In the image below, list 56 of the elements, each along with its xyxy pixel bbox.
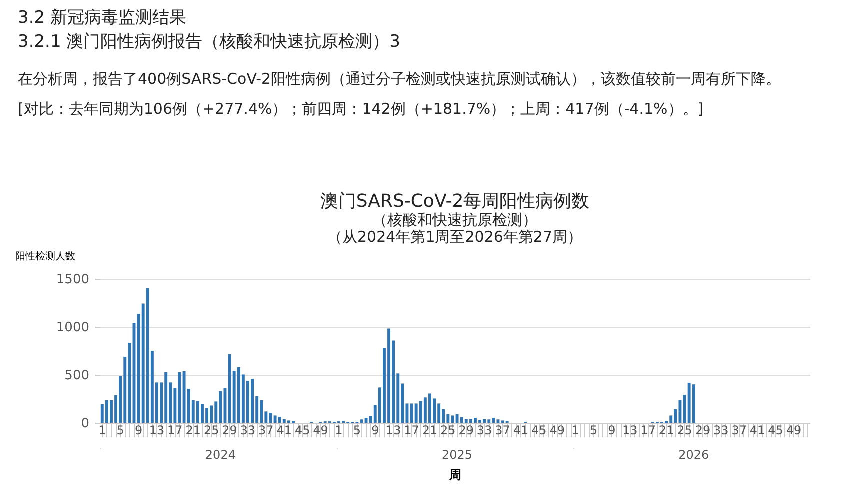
x-tick-label: 21 — [422, 424, 438, 438]
x-tick-label: 33 — [714, 424, 729, 438]
text: 2025 — [442, 448, 473, 462]
bar — [692, 384, 696, 423]
x-tick-label: 25 — [677, 424, 692, 438]
x-tick-label: 29 — [458, 424, 474, 438]
x-tick-label: 25 — [440, 424, 456, 438]
x-tick-label: 1 — [98, 424, 106, 438]
x-tick-label: 49 — [550, 424, 566, 438]
y-tick-label: 1000 — [56, 320, 90, 336]
x-tick-label: 37 — [495, 424, 510, 438]
x-tick-label: 17 — [404, 424, 420, 438]
x-tick-label: 9 — [608, 424, 616, 438]
chart-subtitle: （核酸和快速抗原检测） — [372, 211, 538, 229]
x-tick-label: 13 — [622, 424, 638, 438]
x-tick-label: 9 — [372, 424, 380, 438]
x-tick-label: 41 — [276, 424, 292, 438]
x-tick-label: 13 — [386, 424, 402, 438]
x-tick-label: 45 — [768, 424, 784, 438]
chart-title: 澳门SARS-CoV-2每周阳性病例数 — [320, 191, 590, 212]
x-tick-label: 37 — [732, 424, 748, 438]
text: 2026 — [678, 448, 710, 462]
x-tick-label: 25 — [204, 424, 220, 438]
y-axis-title: 阳性检测人数 — [16, 250, 76, 262]
text: 在分析周，报告了400例SARS-CoV-2阳性病例（通过分子检测或快速抗原测试确认），该数值较前一周有所下降。 — [18, 69, 782, 90]
x-tick-label: 33 — [476, 424, 492, 438]
x-tick-label: 49 — [313, 424, 328, 438]
text: （从2024年第1周至2026年第27周） — [328, 228, 582, 246]
x-tick-label: 37 — [258, 424, 274, 438]
text: 3.2 新冠病毒监测结果 — [18, 7, 188, 30]
y-tick-label: 0 — [81, 416, 90, 432]
text: 2024 — [205, 448, 236, 462]
y-tick-label: 500 — [64, 368, 90, 384]
x-tick-label: 41 — [513, 424, 529, 438]
x-tick-label: 9 — [134, 424, 143, 438]
x-tick-label: 29 — [695, 424, 711, 438]
x-tick-label: 1 — [335, 424, 343, 438]
y-tick-label: 1500 — [56, 272, 90, 288]
x-tick-label: 45 — [532, 424, 547, 438]
x-tick-label: 29 — [222, 424, 238, 438]
x-tick-label: 13 — [149, 424, 165, 438]
text: [对比：去年同期为106例（+277.4%）；前四周：142例（+181.7%）；上周：417例（-4.1%）。] — [18, 99, 705, 120]
x-tick-label: 17 — [640, 424, 656, 438]
x-tick-label: 5 — [353, 424, 361, 438]
x-tick-label: 45 — [294, 424, 310, 438]
x-tick-label: 17 — [168, 424, 183, 438]
x-tick-label: 49 — [786, 424, 802, 438]
x-tick-label: 41 — [750, 424, 766, 438]
x-tick-label: 5 — [590, 424, 598, 438]
x-tick-label: 33 — [240, 424, 256, 438]
x-tick-label: 21 — [186, 424, 202, 438]
x-tick-label: 1 — [572, 424, 580, 438]
text: 3.2.1 澳门阳性病例报告（核酸和快速抗原检测）3 — [18, 31, 402, 54]
x-axis-title: 周 — [448, 468, 462, 482]
x-tick-label: 5 — [116, 424, 124, 438]
x-tick-label: 21 — [658, 424, 674, 438]
